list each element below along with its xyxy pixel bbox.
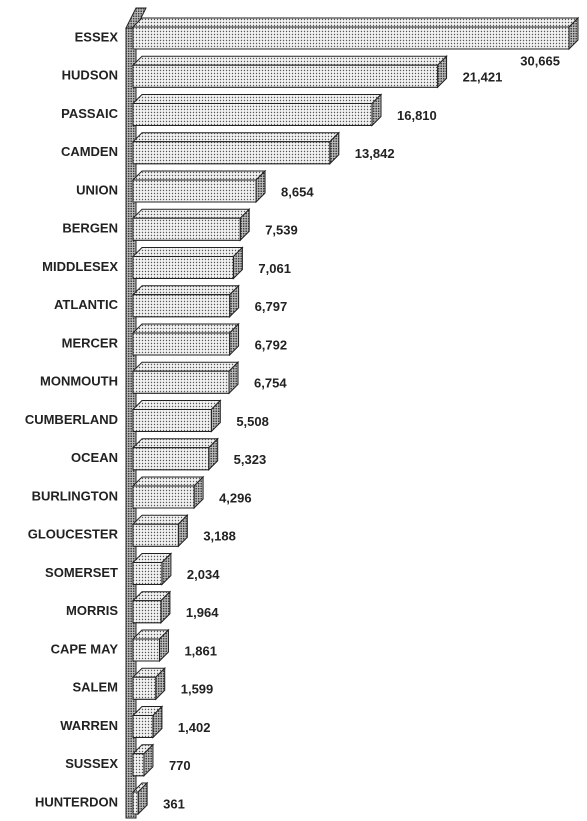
bar-front-dots: [132, 715, 154, 738]
bar: [131, 169, 267, 204]
bar: [131, 55, 448, 89]
bar-top: [131, 438, 219, 449]
category-label: SALEM: [73, 680, 119, 695]
bar-top: [131, 55, 448, 66]
category-label: MERCER: [62, 335, 119, 350]
bar-front-dots: [132, 217, 241, 241]
category-label: BURLINGTON: [32, 488, 118, 503]
bar: [131, 131, 341, 165]
bar-front-dots: [132, 294, 231, 318]
bar-front-dots: [132, 179, 257, 203]
bar-top: [131, 94, 383, 104]
value-label: 6,792: [255, 337, 288, 352]
bar: [131, 399, 222, 433]
value-label: 2,034: [187, 567, 220, 582]
bar: [131, 475, 205, 510]
bar-front-dots: [132, 103, 373, 126]
bar: [131, 552, 173, 586]
category-label: MONMOUTH: [40, 374, 118, 389]
category-label: CAMDEN: [61, 144, 118, 159]
value-label: 30,665: [520, 53, 560, 68]
bar-front-dots: [132, 409, 212, 432]
category-label: BERGEN: [62, 221, 118, 236]
category-label: PASSAIC: [61, 106, 118, 121]
bar-front-dots: [132, 753, 145, 777]
bar: [131, 667, 166, 701]
category-label: SUSSEX: [65, 756, 118, 771]
bar: [131, 590, 172, 624]
value-label: 6,754: [254, 376, 287, 391]
value-label: 770: [169, 758, 191, 773]
bar: [131, 322, 240, 357]
value-label: 13,842: [355, 146, 395, 161]
value-label: 5,323: [234, 452, 267, 467]
value-label: 361: [163, 796, 185, 811]
bar-front-dots: [132, 791, 139, 815]
bar: [131, 781, 149, 816]
category-label: SOMERSET: [45, 565, 118, 580]
bar-front-dots: [132, 562, 163, 585]
value-label: 21,421: [463, 70, 503, 85]
bar: [131, 93, 383, 127]
bar: [131, 514, 189, 548]
bar-top: [131, 132, 341, 143]
bar-top: [131, 400, 222, 410]
bar-front-dots: [132, 600, 162, 624]
bar: [131, 284, 240, 318]
bar-top: [131, 17, 580, 28]
category-label: CUMBERLAND: [25, 412, 118, 427]
value-label: 8,654: [281, 184, 314, 199]
bar-top: [131, 476, 205, 487]
bar-front-dots: [132, 141, 331, 165]
bar-top: [131, 285, 240, 296]
bar-front-dots: [132, 332, 231, 356]
value-label: 6,797: [255, 299, 288, 314]
category-label: CAPE MAY: [51, 641, 119, 656]
category-label: OCEAN: [71, 450, 118, 465]
bar-front-dots: [132, 64, 439, 88]
category-label: UNION: [76, 182, 118, 197]
bar-front-dots: [132, 447, 210, 471]
bar-top: [131, 170, 267, 181]
bar-front-dots: [132, 370, 230, 394]
category-label: MIDDLESEX: [42, 259, 118, 274]
value-label: 1,599: [181, 682, 214, 697]
bar-front-dots: [132, 523, 179, 547]
bar: [131, 628, 170, 663]
category-label: HUNTERDON: [35, 794, 118, 809]
bar: [131, 16, 580, 51]
value-label: 1,402: [178, 720, 211, 735]
bar: [131, 208, 251, 242]
value-label: 1,861: [184, 643, 217, 658]
category-label: WARREN: [60, 718, 118, 733]
value-label: 7,539: [265, 223, 298, 238]
bar: [131, 246, 244, 280]
value-label: 5,508: [236, 414, 269, 429]
bar: [131, 437, 219, 471]
bar-front-dots: [132, 26, 570, 50]
value-label: 16,810: [397, 108, 437, 123]
category-label: MORRIS: [66, 603, 118, 618]
bar-front-dots: [132, 256, 234, 279]
value-label: 3,188: [203, 529, 236, 544]
category-label: HUDSON: [62, 68, 118, 83]
bar-top: [131, 247, 244, 257]
category-label: ESSEX: [75, 29, 119, 44]
bar: [131, 361, 240, 395]
category-label: ATLANTIC: [54, 297, 119, 312]
bar-top: [131, 323, 240, 334]
bar-front-dots: [132, 638, 160, 662]
bar: [131, 705, 164, 739]
bar-front-dots: [132, 485, 195, 509]
value-label: 1,964: [186, 605, 219, 620]
bar: [131, 743, 155, 777]
bar-top: [131, 361, 240, 372]
value-label: 7,061: [258, 261, 291, 276]
bar-front-dots: [132, 676, 157, 700]
bar-top: [131, 208, 251, 219]
value-label: 4,296: [219, 490, 252, 505]
category-label: GLOUCESTER: [28, 527, 119, 542]
